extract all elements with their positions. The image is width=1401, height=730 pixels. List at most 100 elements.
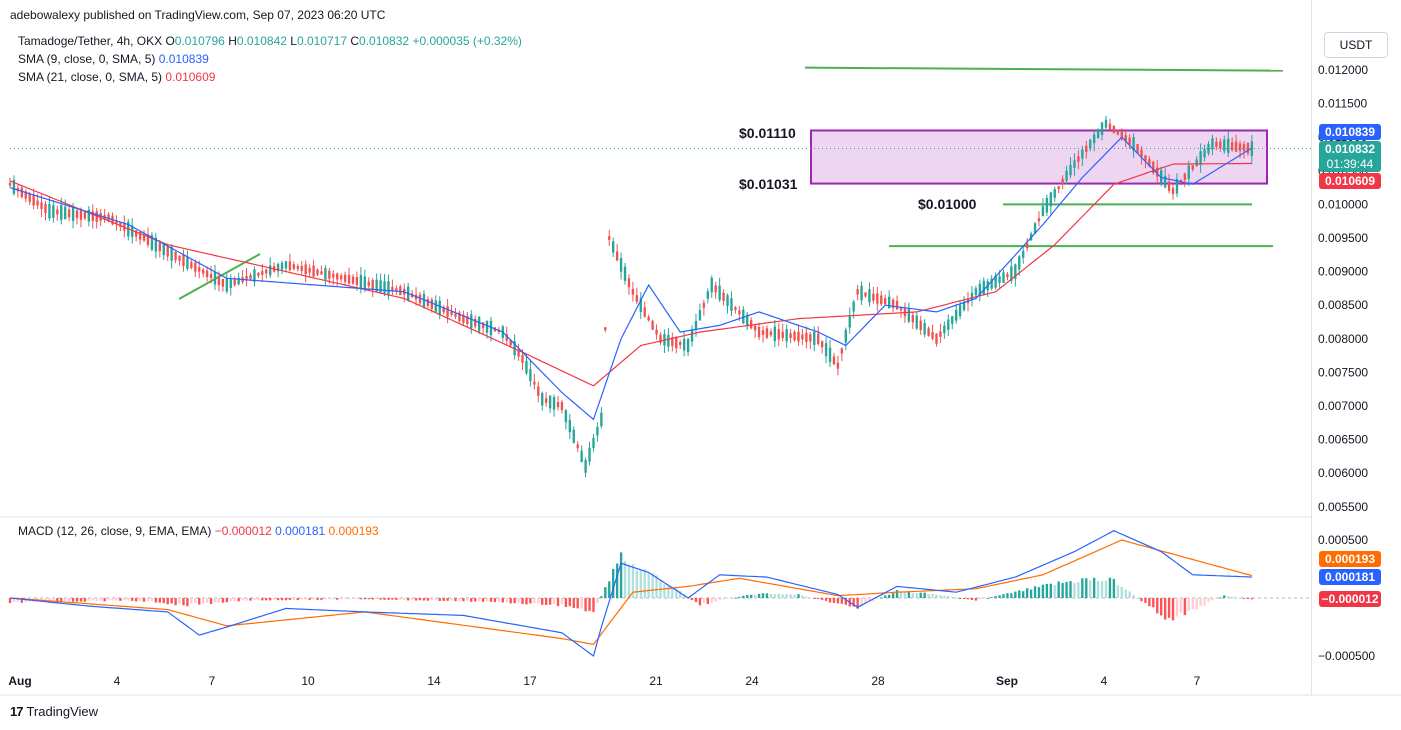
candle-body bbox=[131, 225, 134, 237]
macd-histogram-bar bbox=[399, 598, 402, 600]
candle-body bbox=[848, 315, 851, 328]
candle-body bbox=[1167, 181, 1171, 192]
macd-histogram-bar bbox=[320, 598, 323, 600]
macd-histogram-bar bbox=[1179, 598, 1183, 613]
candle-body bbox=[194, 262, 197, 272]
ohlc-low-label: L bbox=[290, 34, 297, 48]
candle-body bbox=[205, 270, 209, 278]
time-axis-tick: 21 bbox=[649, 674, 663, 688]
macd-histogram-bar bbox=[596, 598, 599, 604]
candle-body bbox=[805, 332, 808, 342]
candle-body bbox=[864, 292, 867, 297]
candle-body bbox=[438, 300, 441, 315]
candle-body bbox=[1191, 165, 1194, 170]
macd-histogram-bar bbox=[580, 598, 583, 609]
macd-histogram-bar bbox=[1250, 598, 1254, 600]
macd-histogram-bar bbox=[986, 597, 989, 599]
currency-button[interactable]: USDT bbox=[1324, 32, 1388, 58]
macd-histogram-bar bbox=[485, 598, 489, 602]
macd-histogram-bar bbox=[391, 598, 394, 600]
macd-histogram-bar bbox=[253, 598, 256, 600]
macd-histogram-bar bbox=[477, 598, 481, 602]
macd-histogram-bar bbox=[426, 598, 430, 601]
macd-histogram-bar bbox=[738, 596, 741, 598]
candle-body bbox=[1049, 192, 1052, 207]
candle-body bbox=[186, 256, 189, 269]
macd-histogram-bar bbox=[663, 584, 666, 598]
macd-histogram-bar bbox=[103, 598, 106, 602]
macd-histogram-bar bbox=[548, 598, 552, 605]
candle-body bbox=[485, 320, 489, 333]
macd-histogram-bar bbox=[497, 598, 501, 602]
macd-histogram-bar bbox=[174, 598, 177, 606]
macd-histogram-bar bbox=[308, 598, 311, 600]
candle-body bbox=[339, 275, 343, 280]
price-axis-tick: 0.007000 bbox=[1318, 399, 1368, 413]
candle-body bbox=[1057, 186, 1060, 190]
candle-body bbox=[292, 264, 296, 270]
sma9-price-tag: 0.010839 bbox=[1319, 124, 1381, 140]
candle-body bbox=[430, 299, 434, 310]
candle-body bbox=[710, 277, 713, 293]
macd-histogram-bar bbox=[265, 598, 268, 601]
macd-histogram-bar bbox=[631, 564, 635, 598]
candle-body bbox=[671, 337, 674, 347]
candle-body bbox=[1045, 198, 1049, 213]
candle-body bbox=[690, 329, 694, 342]
macd-histogram-bar bbox=[951, 597, 954, 599]
candle-body bbox=[383, 281, 386, 294]
macd-histogram-bar bbox=[757, 593, 761, 598]
macd-histogram-bar bbox=[970, 598, 974, 601]
macd-histogram-bar bbox=[1025, 588, 1029, 598]
candle-body bbox=[1018, 256, 1021, 270]
macd-histogram-bar bbox=[856, 598, 859, 609]
macd-histogram-bar bbox=[1152, 598, 1155, 608]
candle-body bbox=[1037, 218, 1041, 222]
candle-body bbox=[604, 327, 607, 331]
macd-histogram-bar bbox=[371, 598, 374, 600]
macd-histogram-bar bbox=[410, 598, 414, 600]
candle-body bbox=[1187, 165, 1190, 179]
macd-histogram-bar bbox=[915, 593, 918, 598]
sma9-value: 0.010839 bbox=[158, 52, 209, 66]
candle-body bbox=[840, 348, 844, 354]
macd-histogram-bar bbox=[509, 598, 512, 604]
candle-body bbox=[1033, 223, 1037, 234]
macd-histogram-bar bbox=[1022, 591, 1025, 598]
macd-histogram-bar bbox=[1215, 598, 1218, 600]
macd-histogram-bar bbox=[1207, 598, 1210, 602]
macd-histogram-bar bbox=[134, 598, 138, 602]
macd-histogram-bar bbox=[64, 598, 67, 602]
macd-histogram-bar bbox=[158, 598, 161, 603]
macd-histogram-bar bbox=[529, 598, 532, 604]
macd-histogram-bar bbox=[836, 598, 840, 604]
macd-histogram-bar bbox=[131, 598, 134, 601]
macd-histogram-bar bbox=[958, 598, 962, 599]
time-axis-tick: 17 bbox=[523, 674, 537, 688]
macd-histogram-bar bbox=[1061, 583, 1064, 598]
candle-body bbox=[1073, 160, 1076, 168]
macd-histogram-bar bbox=[513, 598, 516, 604]
macd-histogram-bar bbox=[619, 552, 623, 598]
macd-histogram-bar bbox=[525, 598, 528, 605]
macd-histogram-bar bbox=[982, 598, 985, 599]
candle-body bbox=[458, 312, 461, 322]
macd-histogram-bar bbox=[998, 595, 1001, 598]
macd-histogram-bar bbox=[761, 593, 765, 598]
candle-body bbox=[198, 267, 201, 272]
macd-histogram-bar bbox=[166, 598, 169, 605]
price-axis-tick: 0.008500 bbox=[1318, 298, 1368, 312]
candle-body bbox=[28, 193, 31, 202]
ohlc-high: 0.010842 bbox=[236, 34, 287, 48]
candle-body bbox=[521, 354, 524, 363]
candle-body bbox=[1108, 123, 1112, 130]
macd-histogram-bar bbox=[217, 598, 221, 603]
macd-histogram-bar bbox=[95, 598, 98, 601]
macd-histogram-bar bbox=[962, 598, 966, 599]
macd-histogram-bar bbox=[832, 598, 836, 603]
macd-histogram-bar bbox=[245, 598, 248, 601]
macd-histogram-bar bbox=[1018, 590, 1021, 598]
candle-body bbox=[1053, 189, 1056, 198]
ohlc-close-label: C bbox=[350, 34, 360, 48]
